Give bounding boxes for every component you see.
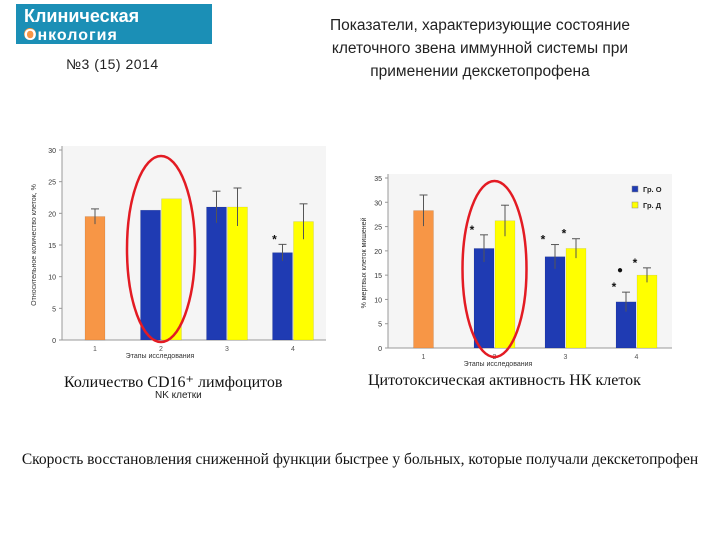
slide-title: Показатели, характеризующие состояние кл…	[256, 14, 704, 83]
slide-title-line: Показатели, характеризующие состояние	[330, 17, 630, 34]
bar	[494, 220, 516, 349]
chart2-caption: Цитотоксическая активность НК клеток	[368, 372, 641, 389]
y-tick-label: 5	[378, 322, 382, 329]
y-tick-label: 25	[374, 225, 382, 232]
significance-asterisk: *	[272, 232, 277, 246]
x-tick-label: 3	[564, 354, 568, 361]
y-tick-label: 30	[48, 148, 56, 155]
y-tick-label: 10	[374, 297, 382, 304]
bar	[544, 256, 566, 349]
logo-circle-icon	[24, 28, 36, 40]
legend-swatch	[631, 201, 639, 209]
y-tick-label: 0	[378, 346, 382, 353]
chart1-subcaption: NK клетки	[155, 390, 202, 401]
y-tick-label: 0	[52, 338, 56, 345]
x-tick-label: 2	[159, 346, 163, 353]
bar	[140, 209, 161, 341]
y-tick-label: 20	[48, 211, 56, 218]
bar	[565, 248, 587, 349]
issue-number: №3 (15) 2014	[66, 56, 159, 72]
y-tick-label: 35	[374, 176, 382, 183]
highlight-ellipse	[125, 154, 197, 344]
y-tick-label: 20	[374, 249, 382, 256]
nk-cells-chart: 0 5 10 15 20 25 30 Относительное количество кле…	[31, 146, 326, 360]
journal-logo: Клиническая Онкология	[16, 4, 212, 44]
x-tick-label: 3	[225, 346, 229, 353]
significance-asterisk: *	[562, 227, 567, 241]
bar	[84, 216, 106, 341]
y-tick-label: 30	[374, 200, 382, 207]
y-axis-label: % мертвых клеток мишеней	[360, 218, 368, 309]
legend-label: Гр. О	[643, 185, 662, 194]
x-axis-label: Этапы исследования	[126, 353, 195, 360]
logo-text-line1: Клиническая	[24, 6, 139, 26]
bar	[272, 252, 293, 341]
x-axis-label: Этапы исследования	[464, 361, 533, 368]
significance-asterisk: *	[633, 256, 638, 270]
bar	[206, 206, 227, 341]
conclusion-text: Скорость восстановления сниженной функци…	[21, 451, 699, 468]
y-axis-label: Относительное количество клеток, %	[31, 184, 38, 306]
x-tick-label: 1	[422, 354, 426, 361]
significance-dot: ●	[617, 265, 623, 276]
slide-title-line: клеточного звена иммунной системы при	[331, 40, 629, 57]
logo-background	[16, 4, 212, 44]
y-tick-label: 15	[48, 243, 56, 250]
bar	[473, 248, 495, 349]
logo-text-line2: Онкология	[24, 27, 118, 44]
y-tick-label: 10	[48, 275, 56, 282]
legend-swatch	[631, 185, 639, 193]
bar	[636, 274, 658, 349]
y-tick-label: 25	[48, 180, 56, 187]
legend-label: Гр. Д	[643, 201, 662, 210]
significance-asterisk: *	[612, 280, 617, 294]
x-tick-label: 4	[291, 346, 295, 353]
x-tick-label: 1	[93, 346, 97, 353]
highlight-ellipse	[461, 179, 528, 359]
x-tick-label: 4	[635, 354, 639, 361]
y-tick-label: 5	[52, 306, 56, 313]
chart1-caption: Количество CD16⁺ лимфоцитов	[64, 374, 283, 391]
bar	[413, 210, 434, 349]
significance-asterisk: *	[541, 233, 546, 247]
significance-asterisk: *	[470, 223, 475, 237]
bar	[161, 198, 182, 341]
y-tick-label: 15	[374, 273, 382, 280]
slide-title-line: применении декскетопрофена	[370, 63, 590, 80]
bar	[293, 221, 314, 341]
bar	[227, 206, 248, 341]
